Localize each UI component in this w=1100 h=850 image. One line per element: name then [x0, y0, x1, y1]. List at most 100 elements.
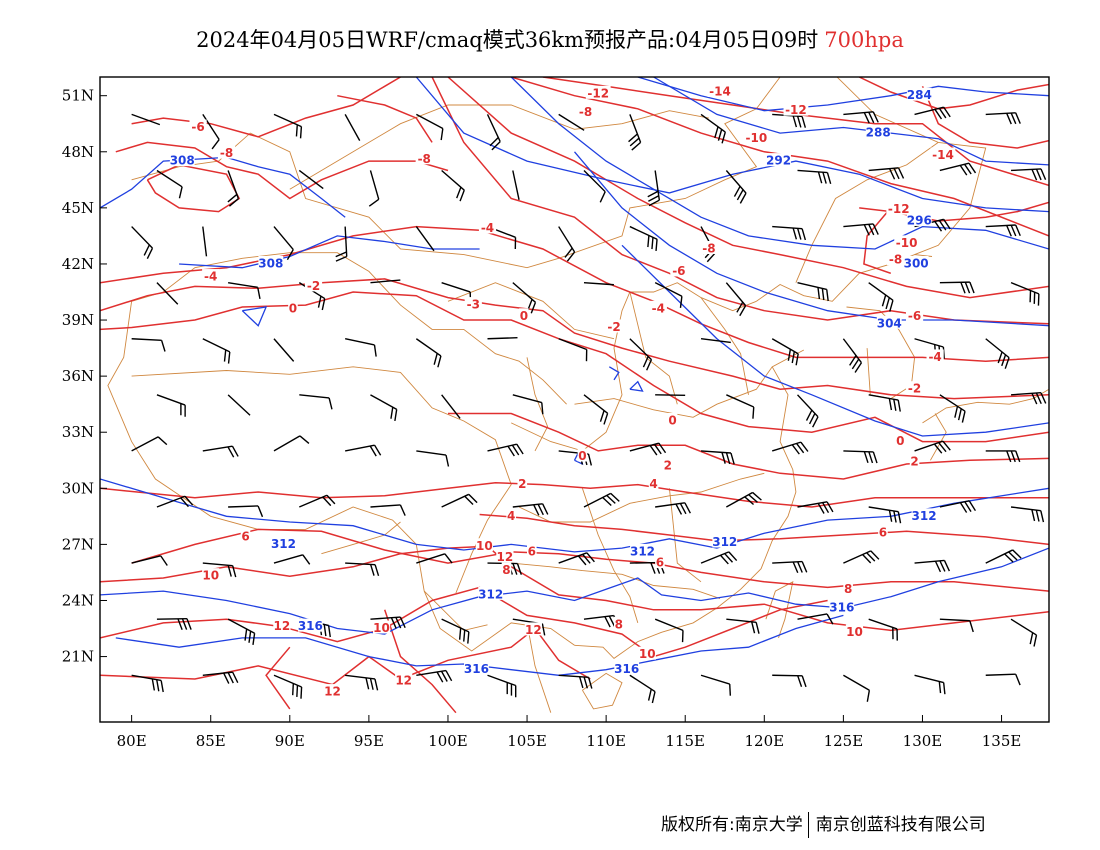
x-tick-label: 130E: [903, 732, 943, 750]
wind-barb: [273, 338, 295, 362]
contour-label: -12: [785, 103, 807, 117]
wind-barb: [797, 613, 834, 625]
temperature-contour: [100, 278, 1049, 400]
contour-label: -2: [908, 382, 921, 396]
contour-label: 312: [912, 509, 937, 523]
wind-barb: [700, 113, 726, 144]
contour-label-bg: [240, 528, 251, 542]
contour-label-bg: [202, 568, 220, 582]
contour-label: 8: [502, 563, 510, 577]
contour-label-bg: [649, 300, 667, 314]
contour-label: -8: [579, 105, 592, 119]
contour-label-bg: [273, 618, 291, 632]
contour-label-bg: [894, 235, 920, 249]
wind-barb: [558, 226, 576, 262]
wind-barb: [583, 492, 620, 508]
wind-barb: [156, 169, 183, 199]
contour-label: 0: [289, 301, 297, 315]
x-tick-label: 125E: [824, 732, 864, 750]
wind-barb: [273, 674, 303, 699]
contour-label: -3: [467, 298, 480, 312]
temperature-contour: [337, 94, 433, 143]
contour-label: 296: [907, 213, 932, 227]
height-contour: [637, 77, 1049, 112]
wind-barb: [345, 444, 382, 457]
boundary-line: [518, 472, 765, 523]
temperature-contour: [100, 481, 1049, 508]
contour-label-bg: [909, 454, 920, 468]
contour-label-bg: [663, 457, 673, 471]
contour-label-bg: [905, 381, 924, 395]
map-frame: [99, 76, 1050, 723]
contour-label: -12: [888, 202, 910, 216]
contour-label-bg: [906, 87, 932, 101]
contour-label: -4: [481, 221, 494, 235]
wind-barb: [441, 394, 461, 419]
contour-label-bg: [478, 220, 497, 234]
temperature-contours: [100, 77, 1049, 714]
wind-barb: [202, 445, 239, 458]
boundary-line: [526, 357, 549, 452]
x-tick-label: 110E: [586, 732, 626, 750]
contour-label-bg: [878, 525, 888, 539]
footer-left: 版权所有:南京大学: [661, 815, 803, 835]
wind-barb: [939, 394, 966, 423]
wind-barb: [654, 618, 684, 643]
wind-barb: [558, 113, 585, 131]
wind-barb: [227, 394, 251, 416]
contour-label-bg: [707, 83, 733, 97]
temperature-contour: [115, 141, 449, 200]
contour-label: 292: [766, 154, 791, 168]
height-contour: [115, 614, 844, 676]
wind-barb: [370, 616, 406, 629]
contour-label: 6: [528, 544, 536, 558]
boundary-line: [321, 521, 401, 555]
contour-label: 312: [478, 587, 503, 601]
wind-barb: [629, 674, 656, 704]
wind-barb: [131, 338, 166, 352]
contour-label-bg: [323, 684, 342, 698]
contour-label-bg: [605, 319, 623, 333]
wind-barb: [131, 436, 168, 452]
wind-barb: [629, 338, 653, 371]
y-tick-label: 39N: [62, 311, 94, 329]
boundary-line: [574, 366, 797, 659]
wind-barb: [726, 491, 762, 508]
contour-label: 6: [656, 556, 664, 570]
wind-barb: [487, 336, 518, 340]
contour-label-bg: [648, 476, 659, 490]
contour-label-bg: [766, 153, 791, 167]
temperature-contour: [146, 164, 241, 213]
contour-label: 10: [202, 569, 219, 583]
wind-barb: [772, 441, 809, 455]
chart-title: 2024年04月05日WRF/cmaq模式36km预报产品:04月05日09时 7…: [0, 24, 1100, 54]
wind-barb: [985, 450, 1021, 463]
wind-barb: [487, 674, 517, 698]
contour-label-bg: [614, 661, 640, 675]
wind-barb: [131, 113, 161, 126]
copyright-footer: 版权所有:南京大学 南京创蓝科技有限公司: [661, 810, 986, 838]
temperature-contour: [921, 86, 1049, 149]
y-tick-label: 42N: [62, 255, 94, 273]
wind-barb: [370, 279, 401, 284]
contour-label: -4: [204, 270, 217, 284]
wind-barb: [939, 281, 975, 294]
wind-barb: [725, 282, 747, 317]
contour-label: -14: [932, 148, 954, 162]
contour-label: -8: [702, 242, 715, 256]
wind-barb: [298, 169, 324, 190]
x-tick-label: 80E: [117, 732, 147, 750]
contour-label: 316: [829, 600, 854, 614]
wind-barb: [700, 674, 732, 696]
wind-barb: [868, 618, 898, 641]
wind-barb: [156, 394, 186, 417]
wind-barb: [797, 394, 819, 428]
contour-label: -10: [896, 236, 918, 250]
contour-label: 316: [298, 619, 323, 633]
wind-barb: [131, 674, 164, 693]
temperature-contour: [431, 77, 1049, 325]
wind-barb: [1010, 618, 1038, 647]
wind-barb: [842, 338, 863, 373]
contour-label-bg: [670, 263, 688, 277]
contour-label-bg: [585, 85, 611, 99]
